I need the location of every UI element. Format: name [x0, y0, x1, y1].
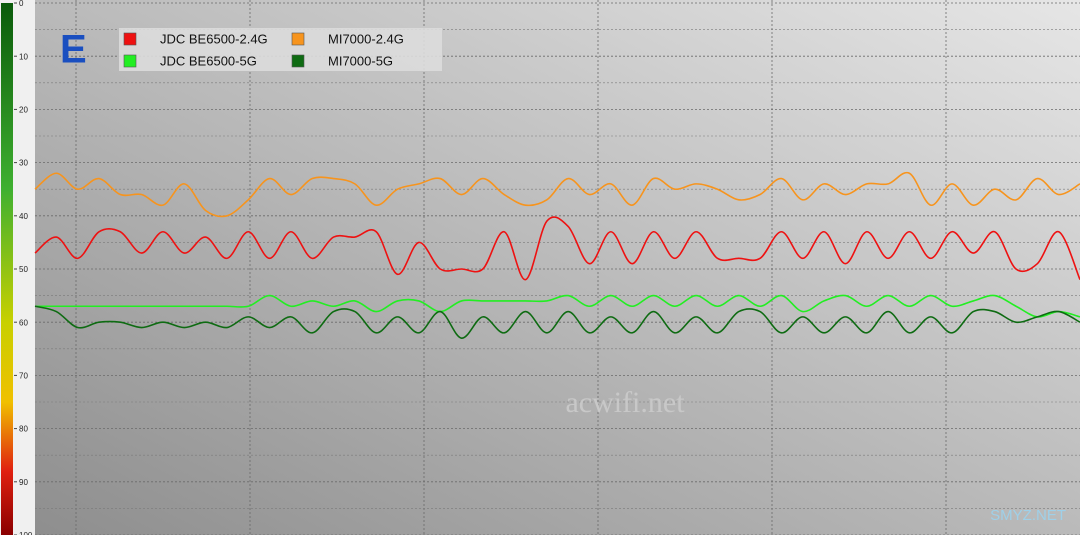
legend-label: MI7000-5G [328, 53, 393, 68]
legend-label: JDC BE6500-2.4G [160, 31, 268, 46]
legend-label: JDC BE6500-5G [160, 53, 257, 68]
y-tick-label: 10 [19, 52, 28, 61]
legend [119, 28, 442, 71]
y-tick-label: 100 [19, 531, 33, 535]
legend-label: MI7000-2.4G [328, 31, 404, 46]
y-tick-label: 40 [19, 212, 28, 221]
legend-swatch [123, 54, 137, 68]
watermark: acwifi.net [565, 386, 685, 419]
y-tick-label: 0 [19, 0, 24, 8]
color-scale [1, 3, 13, 535]
legend-swatch [291, 54, 305, 68]
series-line [34, 171, 1080, 218]
series-line [34, 305, 1080, 339]
y-tick-label: 90 [19, 478, 28, 487]
y-tick-label: 50 [19, 265, 28, 274]
y-tick-label: 20 [19, 106, 28, 115]
y-tick-label: 80 [19, 425, 28, 434]
plot-area [35, 0, 1080, 535]
legend-swatch [123, 32, 137, 46]
chart-title: E [60, 28, 87, 72]
series-line [34, 294, 1080, 318]
watermark: SMYZ.NET [990, 507, 1066, 524]
y-tick-label: 60 [19, 318, 28, 327]
series-line [34, 216, 1080, 281]
legend-swatch [291, 32, 305, 46]
y-tick-label: 70 [19, 372, 28, 381]
y-tick-label: 30 [19, 159, 28, 168]
